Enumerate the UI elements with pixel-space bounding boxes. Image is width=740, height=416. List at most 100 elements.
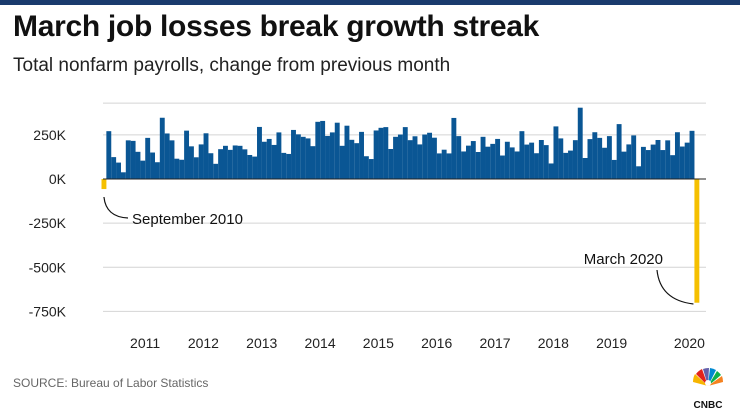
bar	[106, 131, 112, 179]
bar	[679, 146, 685, 179]
bar	[422, 134, 428, 179]
bar	[684, 142, 690, 179]
bar	[407, 140, 413, 179]
bar	[495, 138, 501, 179]
bar	[621, 151, 627, 179]
bar	[247, 154, 253, 179]
bar	[548, 163, 554, 179]
bar	[203, 133, 209, 179]
bar	[169, 140, 175, 179]
annotation-label: March 2020	[584, 251, 663, 268]
bar	[257, 126, 262, 179]
bar	[470, 141, 476, 179]
bar	[519, 131, 525, 179]
bar	[266, 138, 272, 179]
bar	[558, 138, 564, 179]
bar	[543, 145, 549, 179]
x-tick-label: 2011	[130, 335, 160, 351]
x-tick-label: 2018	[538, 335, 569, 351]
bar	[689, 130, 695, 179]
bar	[509, 147, 515, 179]
bar	[213, 163, 219, 179]
bar	[529, 142, 535, 179]
bar	[670, 155, 676, 179]
bar	[111, 157, 117, 179]
bar	[504, 141, 510, 179]
bar	[116, 162, 121, 179]
bar	[500, 155, 505, 179]
bar	[242, 149, 248, 179]
bar	[120, 172, 126, 179]
bar	[577, 107, 583, 179]
bar	[130, 140, 136, 179]
bar	[325, 135, 330, 179]
bar	[606, 136, 612, 179]
bar	[436, 153, 442, 179]
bar	[592, 132, 598, 179]
bar	[334, 122, 340, 179]
bar	[582, 157, 588, 179]
y-axis-labels: 250K 0K -250K -500K -750K	[29, 127, 67, 320]
bar	[383, 127, 389, 179]
bar	[261, 141, 267, 179]
bar	[198, 144, 204, 179]
bar	[363, 156, 369, 179]
bar	[300, 136, 306, 179]
bars	[101, 107, 700, 303]
y-tick-label: -500K	[29, 259, 67, 275]
logo-text: CNBC	[694, 400, 723, 411]
bar	[402, 127, 408, 179]
bar	[349, 139, 355, 179]
bar	[480, 136, 486, 179]
y-tick-label: -250K	[29, 215, 67, 231]
bar	[451, 117, 457, 179]
bar	[475, 151, 481, 179]
bar	[373, 130, 379, 179]
bar	[441, 149, 447, 179]
bar	[174, 158, 180, 179]
chart-subtitle: Total nonfarm payrolls, change from prev…	[13, 55, 451, 76]
bar	[572, 140, 578, 179]
bar	[616, 124, 622, 179]
bar	[159, 117, 165, 179]
bar	[232, 145, 238, 179]
bar	[354, 143, 360, 179]
bar	[164, 133, 170, 179]
bar	[276, 132, 282, 179]
bar	[188, 146, 194, 179]
bar	[446, 153, 452, 179]
bar	[645, 150, 651, 179]
bar	[490, 143, 496, 179]
x-tick-label: 2017	[479, 335, 510, 351]
bar	[466, 145, 471, 179]
bar	[456, 136, 462, 179]
bar	[320, 120, 326, 179]
bar	[150, 152, 155, 179]
top-accent-bar	[0, 0, 740, 5]
bar	[417, 144, 423, 179]
bar	[611, 159, 617, 179]
bar	[626, 144, 632, 179]
x-tick-label: 2012	[188, 335, 219, 351]
bar	[660, 150, 666, 179]
x-tick-label: 2015	[363, 335, 394, 351]
bar	[636, 166, 641, 179]
bar	[179, 159, 185, 179]
bar	[339, 145, 345, 179]
bar	[514, 151, 520, 179]
bar	[427, 132, 433, 179]
bar	[534, 153, 539, 179]
bar	[223, 145, 228, 179]
bar	[378, 127, 384, 179]
x-tick-label: 2019	[596, 335, 627, 351]
bar	[553, 126, 559, 179]
bar	[145, 137, 151, 179]
y-tick-label: 250K	[33, 127, 66, 143]
x-tick-label: 2020	[674, 335, 705, 351]
x-tick-label: 2016	[421, 335, 452, 351]
annotation-leader-line	[103, 196, 129, 219]
bar	[252, 156, 258, 179]
bar	[412, 136, 418, 179]
bar	[344, 125, 350, 179]
